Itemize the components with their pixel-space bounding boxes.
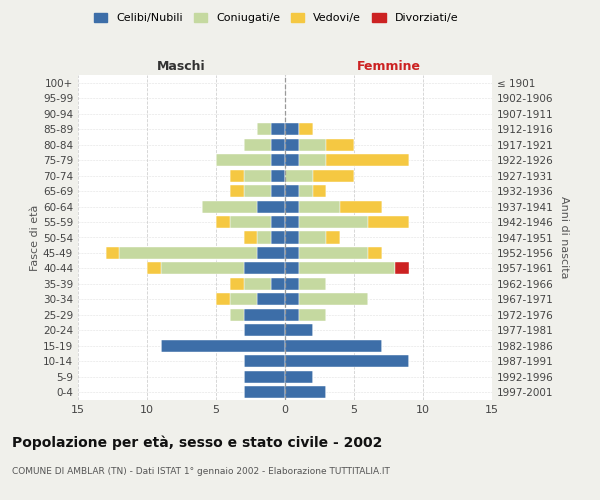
Text: COMUNE DI AMBLAR (TN) - Dati ISTAT 1° gennaio 2002 - Elaborazione TUTTITALIA.IT: COMUNE DI AMBLAR (TN) - Dati ISTAT 1° ge… [12, 468, 390, 476]
Bar [161, 262, 244, 274]
Bar [326, 138, 354, 150]
Bar [230, 216, 271, 228]
Bar [271, 138, 285, 150]
Bar [271, 278, 285, 290]
Bar [257, 294, 285, 306]
Bar [285, 154, 299, 166]
Bar [257, 247, 285, 259]
Bar [299, 200, 340, 212]
Bar [244, 278, 271, 290]
Bar [202, 200, 257, 212]
Bar [299, 247, 368, 259]
Bar [285, 185, 299, 197]
Bar [299, 123, 313, 135]
Bar [230, 309, 244, 321]
Bar [244, 262, 285, 274]
Bar [340, 200, 382, 212]
Y-axis label: Anni di nascita: Anni di nascita [559, 196, 569, 279]
Bar [299, 154, 326, 166]
Bar [230, 294, 257, 306]
Bar [299, 232, 326, 243]
Bar [299, 185, 313, 197]
Bar [244, 371, 285, 383]
Bar [285, 309, 299, 321]
Bar [285, 262, 299, 274]
Bar [271, 216, 285, 228]
Bar [244, 185, 271, 197]
Bar [299, 309, 326, 321]
Bar [271, 185, 285, 197]
Bar [299, 138, 326, 150]
Bar [285, 232, 299, 243]
Bar [313, 185, 326, 197]
Legend: Celibi/Nubili, Coniugati/e, Vedovi/e, Divorziati/e: Celibi/Nubili, Coniugati/e, Vedovi/e, Di… [89, 8, 463, 28]
Bar [299, 262, 395, 274]
Bar [216, 154, 271, 166]
Bar [299, 294, 368, 306]
Bar [285, 356, 409, 368]
Bar [119, 247, 257, 259]
Bar [216, 294, 230, 306]
Bar [244, 232, 257, 243]
Text: Femmine: Femmine [356, 60, 421, 74]
Bar [216, 216, 230, 228]
Bar [230, 170, 244, 181]
Bar [285, 123, 299, 135]
Bar [230, 278, 244, 290]
Bar [257, 200, 285, 212]
Bar [244, 170, 271, 181]
Bar [271, 154, 285, 166]
Bar [161, 340, 285, 352]
Bar [147, 262, 161, 274]
Bar [285, 200, 299, 212]
Bar [285, 340, 382, 352]
Bar [230, 185, 244, 197]
Bar [285, 294, 299, 306]
Bar [244, 386, 285, 398]
Bar [244, 138, 271, 150]
Bar [285, 138, 299, 150]
Bar [257, 123, 271, 135]
Bar [285, 324, 313, 336]
Bar [285, 386, 326, 398]
Bar [326, 154, 409, 166]
Bar [395, 262, 409, 274]
Text: Maschi: Maschi [157, 60, 206, 74]
Bar [299, 278, 326, 290]
Bar [326, 232, 340, 243]
Bar [285, 247, 299, 259]
Bar [313, 170, 354, 181]
Bar [368, 247, 382, 259]
Bar [271, 232, 285, 243]
Bar [285, 216, 299, 228]
Bar [271, 123, 285, 135]
Bar [244, 309, 285, 321]
Y-axis label: Fasce di età: Fasce di età [30, 204, 40, 270]
Bar [244, 324, 285, 336]
Bar [271, 170, 285, 181]
Bar [285, 278, 299, 290]
Bar [244, 356, 285, 368]
Bar [299, 216, 368, 228]
Bar [368, 216, 409, 228]
Text: Popolazione per età, sesso e stato civile - 2002: Popolazione per età, sesso e stato civil… [12, 435, 382, 450]
Bar [285, 371, 313, 383]
Bar [285, 170, 313, 181]
Bar [106, 247, 119, 259]
Bar [257, 232, 271, 243]
